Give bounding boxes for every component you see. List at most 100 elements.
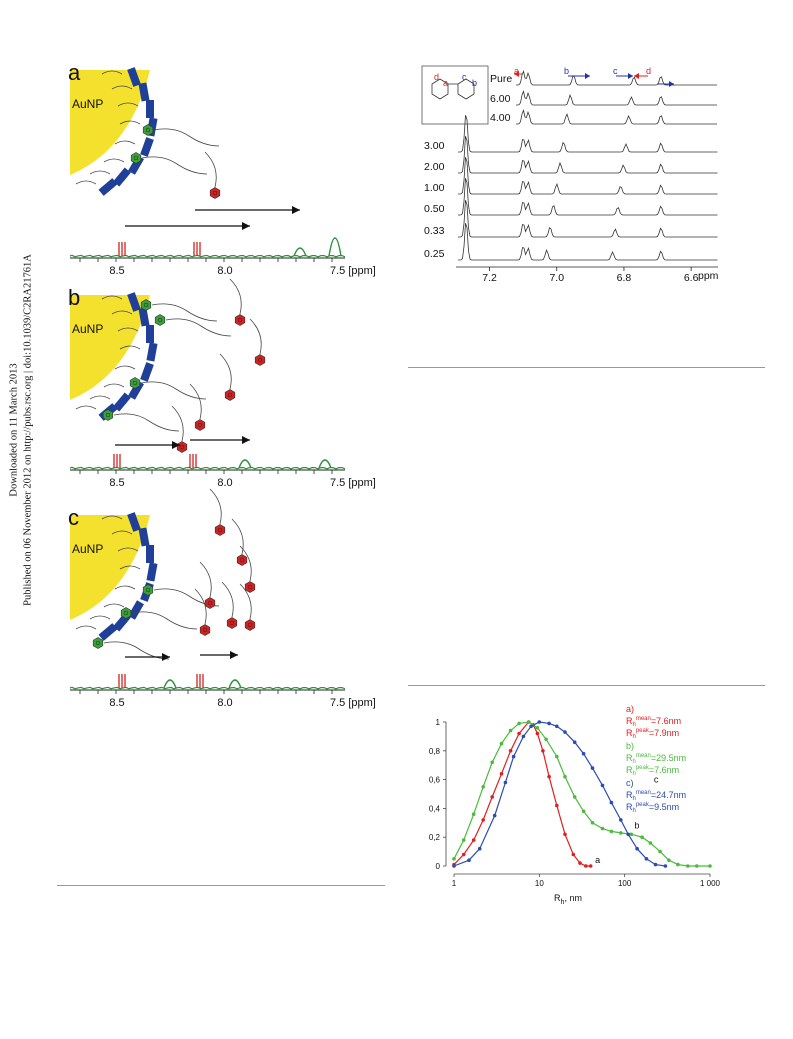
green-guest-hexagon bbox=[129, 377, 141, 389]
peak-assignment-label: c bbox=[613, 66, 618, 76]
ligand-chain bbox=[75, 405, 97, 410]
green-guest-hexagon bbox=[142, 124, 154, 136]
data-point-a bbox=[571, 852, 576, 857]
data-point-b bbox=[676, 862, 680, 867]
gold-nanoparticle-body bbox=[70, 515, 150, 620]
ligand-chain bbox=[111, 530, 133, 535]
panel-label: a bbox=[68, 60, 81, 85]
ligand-chain bbox=[75, 625, 97, 630]
legend-sup: mean bbox=[636, 753, 651, 759]
red-free-hexagon-ring bbox=[179, 444, 185, 450]
data-point-a bbox=[508, 749, 513, 753]
y-tick-label: 0,6 bbox=[429, 776, 441, 785]
ligand-chain bbox=[114, 365, 136, 370]
legend-value: =9.5nm bbox=[649, 802, 679, 812]
nanoparticle-figure: a AuNP 8.5 8.0 7.5 [ppm] b AuNP 8.5 8.0 7.5 [ppm… bbox=[68, 60, 376, 709]
blue-cap-block bbox=[138, 527, 150, 547]
data-point-c bbox=[626, 832, 630, 837]
arrow-head bbox=[242, 222, 250, 230]
green-guest-hexagon bbox=[142, 584, 154, 596]
free-chain bbox=[221, 581, 234, 618]
legend-sub: h bbox=[633, 734, 636, 740]
data-point-a bbox=[541, 749, 545, 753]
legend-value: =7.6nm bbox=[651, 716, 681, 726]
blue-cap-block bbox=[98, 623, 118, 641]
inset-atom-label: c bbox=[462, 72, 467, 82]
data-point-c bbox=[555, 724, 559, 729]
data-point-c bbox=[529, 724, 533, 729]
peak-assignment-label: b bbox=[564, 66, 569, 76]
x-tick-label: 1 000 bbox=[700, 879, 721, 888]
red-free-hexagon-ring bbox=[239, 557, 245, 563]
red-free-hexagon-ring bbox=[197, 422, 203, 428]
shift-arrow-head bbox=[585, 73, 590, 79]
tether-line bbox=[151, 303, 218, 322]
ligand-chain bbox=[119, 565, 141, 570]
free-chain bbox=[171, 405, 184, 442]
tether-line bbox=[113, 413, 180, 432]
ligand-chain bbox=[117, 327, 139, 332]
red-free-hexagon bbox=[224, 389, 236, 401]
red-free-hexagon bbox=[244, 581, 256, 593]
red-free-hexagon bbox=[209, 187, 221, 199]
spectrum-baseline bbox=[69, 466, 346, 470]
free-chain bbox=[231, 518, 244, 555]
data-point-b bbox=[526, 720, 531, 724]
blue-cap-block bbox=[98, 178, 118, 196]
shift-arrow-head bbox=[514, 71, 519, 77]
ligand-chain bbox=[101, 70, 123, 75]
data-point-c bbox=[547, 721, 551, 726]
concentration-row-label: 1.00 bbox=[424, 182, 445, 194]
data-point-c bbox=[467, 858, 471, 862]
x-axis-label-sub: h bbox=[561, 899, 565, 906]
green-peak bbox=[318, 459, 332, 469]
red-free-hexagon-ring bbox=[247, 584, 253, 590]
ligand-chain bbox=[119, 345, 141, 350]
free-chain bbox=[189, 383, 202, 420]
x-tick-label: 100 bbox=[618, 879, 632, 888]
data-point-c bbox=[563, 730, 567, 734]
legend-sup: mean bbox=[636, 790, 651, 796]
arrow-head bbox=[242, 436, 250, 444]
sidebar-publication: Published on 06 November 2012 on http://… bbox=[22, 0, 34, 1039]
inset-atom-label: d bbox=[434, 72, 439, 82]
green-guest-hexagon-ring bbox=[105, 412, 111, 418]
free-chain bbox=[219, 353, 232, 390]
legend-entry: Rhmean=29.5nm bbox=[626, 753, 686, 765]
data-point-b bbox=[648, 841, 653, 845]
ppm-tick-label: 8.0 bbox=[217, 477, 232, 489]
spectrum-baseline bbox=[69, 686, 346, 690]
aunp-label: AuNP bbox=[72, 542, 103, 556]
data-point-b bbox=[461, 838, 466, 842]
legend-entry: Rhmean=24.7nm bbox=[626, 790, 686, 802]
green-guest-hexagon bbox=[154, 314, 166, 326]
concentration-row-label: 0.33 bbox=[424, 225, 445, 237]
divider-right-bottom bbox=[408, 685, 765, 686]
green-peak bbox=[163, 679, 177, 689]
legend-entry: Rhmean=7.6nm bbox=[626, 716, 681, 728]
ligand-chain bbox=[89, 395, 111, 400]
peak-assignment-label: a bbox=[514, 66, 519, 76]
aunp-label: AuNP bbox=[72, 322, 103, 336]
red-free-hexagon bbox=[199, 624, 211, 636]
green-peak bbox=[228, 679, 242, 689]
data-point-a bbox=[517, 731, 521, 736]
red-free-hexagon-ring bbox=[207, 600, 213, 606]
red-free-hexagon-ring bbox=[217, 527, 223, 533]
data-point-c bbox=[663, 864, 668, 868]
panel-b: b AuNP 8.5 8.0 7.5 [ppm] bbox=[68, 278, 376, 489]
legend-heading: a) bbox=[626, 704, 634, 714]
data-point-b bbox=[544, 737, 548, 742]
nmr-tick-label: 6.6 bbox=[684, 272, 699, 284]
legend-sub: h bbox=[633, 722, 636, 728]
data-point-b bbox=[471, 812, 476, 816]
ligand-chain bbox=[101, 515, 123, 520]
divider-left bbox=[57, 885, 385, 886]
data-point-c bbox=[452, 864, 456, 868]
nmr-trace bbox=[458, 200, 718, 238]
green-guest-hexagon-ring bbox=[133, 155, 139, 161]
red-free-hexagon-ring bbox=[212, 190, 218, 196]
data-point-b bbox=[535, 726, 540, 730]
nmr-trace bbox=[516, 108, 717, 125]
